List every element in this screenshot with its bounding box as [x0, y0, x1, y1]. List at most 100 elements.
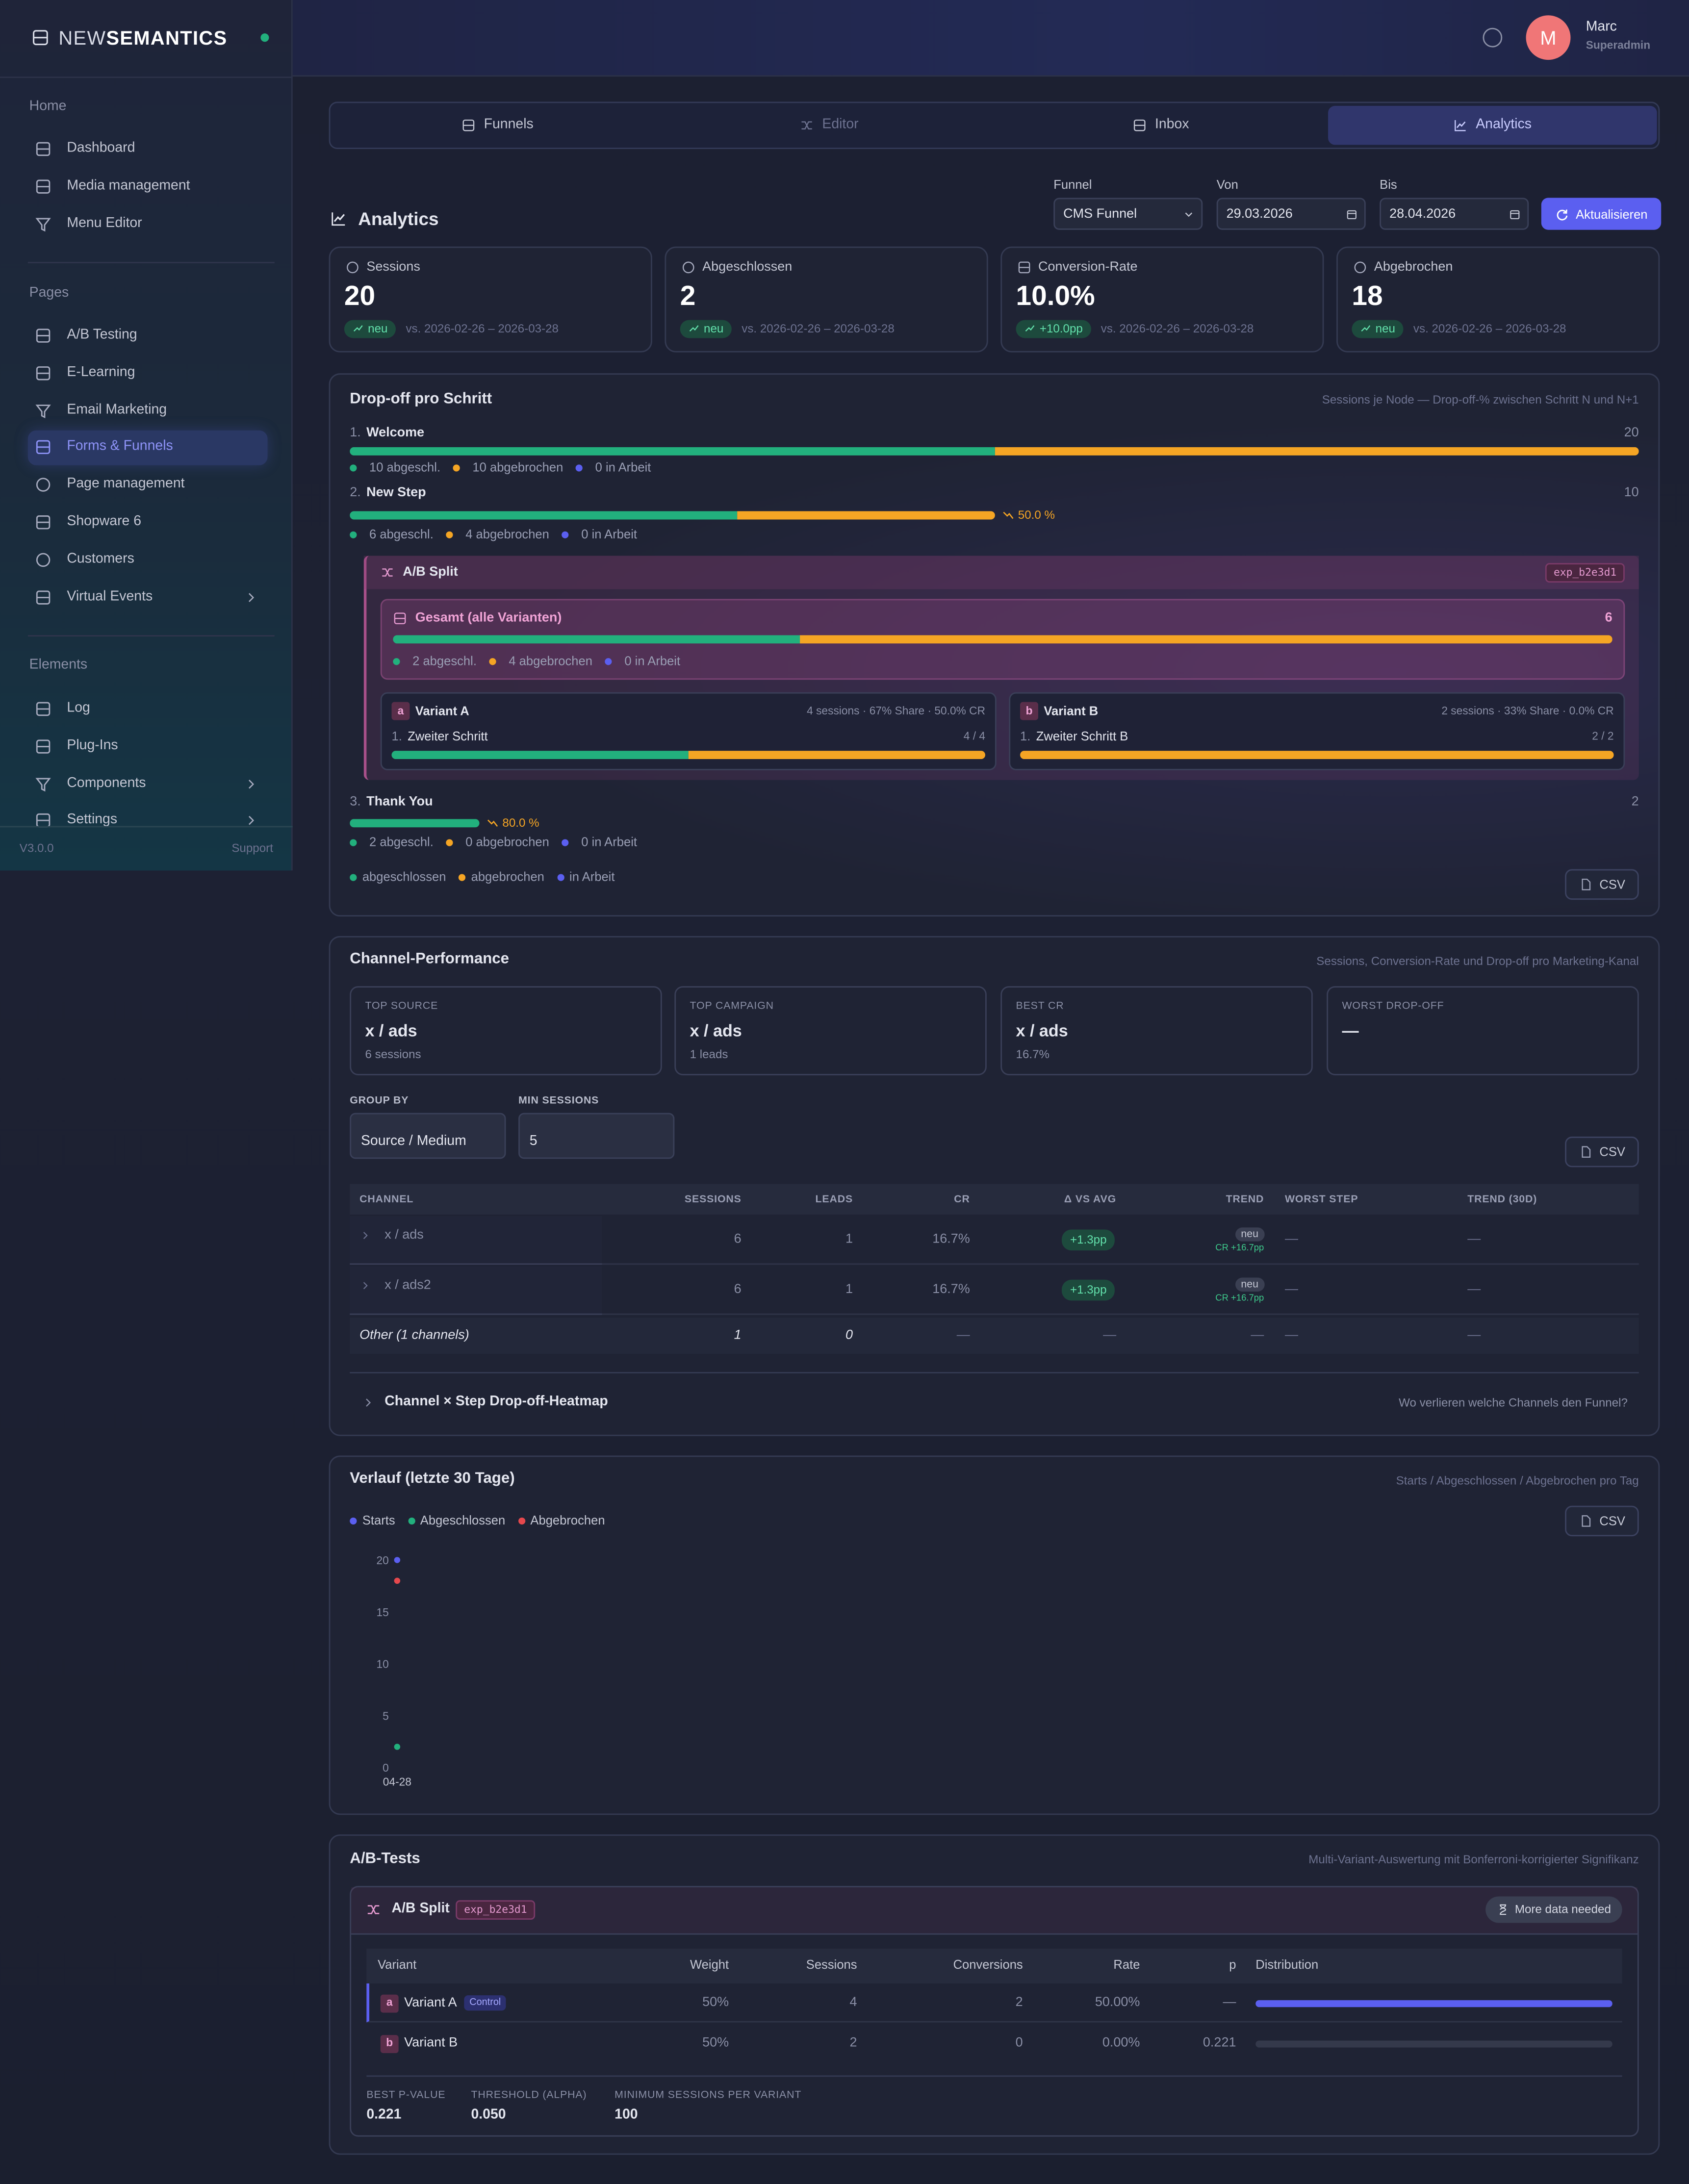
legend-text: 0 in Arbeit [581, 527, 638, 541]
filter-input[interactable] [1053, 198, 1203, 230]
nav-label[interactable]: Virtual Events [67, 588, 153, 604]
variant-name: Variant A [415, 704, 469, 718]
cell: — [1251, 1327, 1264, 1344]
tab[interactable]: Editor [800, 118, 859, 132]
cell: 1 [845, 1282, 853, 1297]
icon [1455, 120, 1466, 131]
csv-button[interactable]: CSV [1565, 1136, 1639, 1168]
nav-item[interactable] [28, 356, 268, 390]
step-name: Zweiter Schritt B [1036, 729, 1128, 743]
icon [1361, 326, 1371, 332]
cell: 16.7% [932, 1282, 970, 1297]
min-sessions-value: 5 [529, 1134, 537, 1149]
filter-label: Funnel [1053, 178, 1092, 192]
tab-label: Inbox [1155, 117, 1189, 132]
card-subtitle: Starts / Abgeschlossen / Abgebrochen pro… [1396, 1473, 1639, 1488]
split-total-sessions: 6 [1605, 610, 1612, 626]
nav-item[interactable] [28, 766, 268, 801]
icon [367, 1905, 380, 1914]
icon [363, 1232, 368, 1239]
legend-dot [446, 531, 453, 538]
support-link[interactable]: Support [231, 841, 273, 855]
nav-label[interactable]: Log [67, 700, 90, 716]
summary-label: TOP SOURCE [365, 999, 438, 1012]
legend-text: 10 abgebrochen [472, 460, 563, 475]
tab[interactable]: Inbox [1133, 118, 1189, 132]
legend-text: abgebrochen [471, 869, 544, 884]
legend-dot [562, 531, 569, 538]
ab-row [366, 1983, 1622, 2023]
tab[interactable]: Funnels [461, 118, 534, 132]
icon [36, 329, 51, 343]
nav-label[interactable]: Plug-Ins [67, 737, 118, 754]
min-sessions-input[interactable] [518, 1113, 675, 1159]
step-header: 1. Welcome [350, 427, 424, 440]
nav-item[interactable] [28, 131, 268, 166]
variant-name: Variant B [404, 2035, 458, 2051]
filter-value: 28.04.2026 [1389, 206, 1456, 222]
heatmap-toggle[interactable]: Channel × Step Drop-off-Heatmap [384, 1394, 608, 1410]
tab-label: Editor [822, 117, 859, 132]
legend-dot [350, 1517, 357, 1525]
step-sessions: 10 [1624, 485, 1639, 501]
group-select[interactable] [350, 1113, 506, 1159]
filter-input[interactable] [1380, 198, 1529, 230]
summary-label: WORST DROP-OFF [1342, 999, 1444, 1012]
variant-key: b [386, 2036, 393, 2049]
nav-item[interactable] [28, 729, 268, 763]
table-row[interactable] [350, 1266, 1639, 1315]
variant-name-cell: Variant A Control [404, 1995, 507, 2011]
legend-dot [408, 1517, 415, 1525]
column-header: SESSIONS [684, 1193, 742, 1205]
nav-divider [27, 262, 275, 263]
page-title: Analytics [358, 208, 439, 229]
nav-label[interactable]: Dashboard [67, 140, 135, 156]
tab[interactable]: Analytics [1454, 118, 1532, 132]
field-label: MIN SESSIONS [518, 1093, 599, 1107]
nav-label[interactable]: E-Learning [67, 364, 135, 380]
nav-label[interactable]: Components [67, 775, 146, 791]
nav-label[interactable]: Shopware 6 [67, 514, 142, 530]
nav-label[interactable]: Page management [67, 477, 185, 492]
nav-item[interactable] [27, 430, 268, 465]
nav-item[interactable] [28, 206, 268, 241]
nav-label[interactable]: Media management [67, 178, 190, 194]
top-bar [292, 0, 1689, 77]
csv-button[interactable]: CSV [1565, 869, 1639, 900]
csv-button[interactable]: CSV [1565, 1505, 1639, 1537]
nav-item[interactable] [28, 318, 268, 353]
trend-note: CR +16.7pp [1215, 1294, 1264, 1304]
table-row[interactable] [350, 1216, 1639, 1265]
legend-item: 4 abgebrochen [446, 528, 549, 541]
refresh-button[interactable]: Aktualisieren [1541, 198, 1662, 230]
nav-label[interactable]: Settings [67, 813, 118, 828]
filter-value: CMS Funnel [1063, 206, 1137, 222]
chart: 0 5 10 15 20 04-28 [377, 1554, 411, 1788]
filter-input[interactable] [1216, 198, 1366, 230]
summary-label: BEST CR [1016, 999, 1064, 1012]
nav-item[interactable] [28, 691, 268, 726]
summary-value: x / ads [365, 1021, 417, 1041]
help-button[interactable] [1483, 27, 1503, 48]
nav-label[interactable]: Menu Editor [67, 215, 142, 231]
variant-key-badge [1020, 702, 1038, 720]
nav-item[interactable] [28, 505, 268, 540]
cell: Other (1 channels) [359, 1327, 469, 1344]
bar [393, 635, 1612, 644]
legend-text: 0 in Arbeit [581, 835, 638, 849]
variant-key: b [1025, 705, 1033, 717]
summary-box [674, 986, 987, 1075]
footer-value: 0.221 [366, 2107, 402, 2123]
nav-label[interactable]: Email Marketing [67, 402, 167, 418]
nav-label[interactable]: Customers [67, 551, 134, 567]
step-sessions: 2 [1631, 794, 1639, 810]
ab-tests-card [329, 1834, 1660, 2155]
variant-key: a [397, 705, 404, 717]
nav-label[interactable]: A/B Testing [67, 327, 137, 343]
control-tag: Control [463, 1995, 507, 2011]
nav-item[interactable] [28, 542, 268, 577]
avatar[interactable] [1526, 15, 1571, 60]
nav-label[interactable]: Forms & Funnels [67, 439, 173, 455]
cell: 0.00% [1102, 2035, 1140, 2051]
